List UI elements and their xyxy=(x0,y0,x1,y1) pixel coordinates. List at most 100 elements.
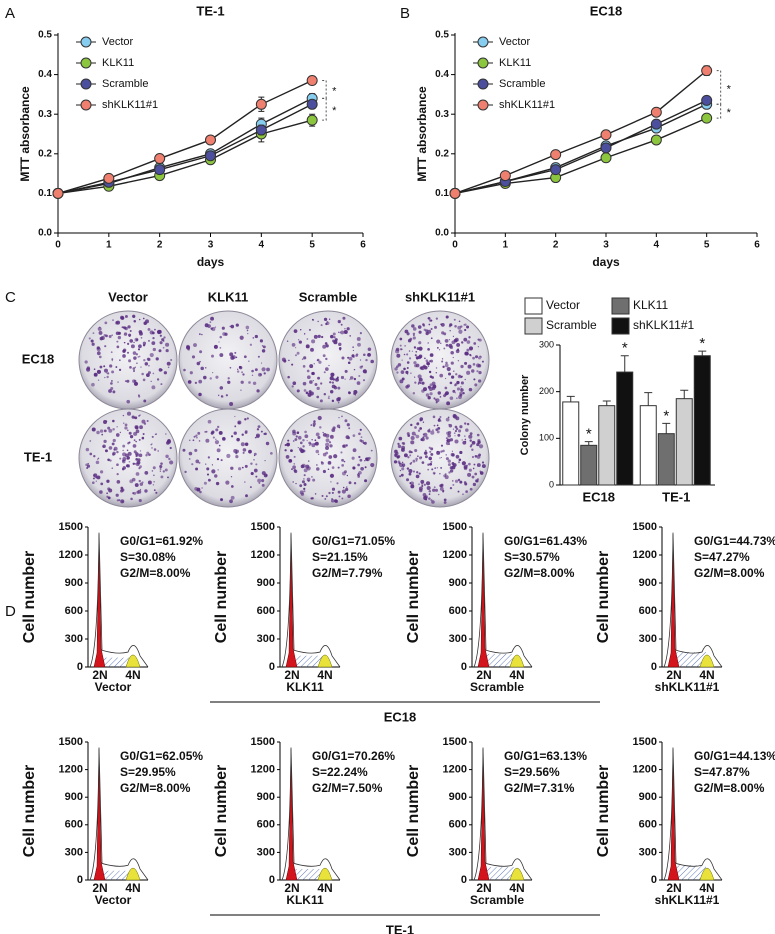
s-phase xyxy=(676,652,706,667)
x-tick-label: 2N xyxy=(92,881,107,895)
colony xyxy=(397,455,401,459)
colony xyxy=(248,449,252,454)
colony xyxy=(469,487,473,491)
colony xyxy=(142,341,147,345)
colony xyxy=(447,433,452,438)
colony xyxy=(356,337,361,341)
x-tick-label: 2N xyxy=(666,668,681,682)
colony xyxy=(397,444,402,449)
colony xyxy=(303,333,306,335)
colony xyxy=(296,389,300,393)
colony xyxy=(148,453,151,457)
colony xyxy=(320,382,323,385)
x-tick-label: 0 xyxy=(55,240,61,251)
y-tick-label: 100 xyxy=(539,433,554,443)
bar xyxy=(562,401,580,486)
colony xyxy=(328,441,332,444)
colony xyxy=(365,358,368,362)
bar xyxy=(616,371,634,486)
colony xyxy=(133,416,136,419)
colony xyxy=(337,386,341,390)
colony xyxy=(415,355,420,360)
colony xyxy=(455,427,459,431)
colony xyxy=(138,498,142,503)
colony xyxy=(325,445,330,450)
legend-label: Vector xyxy=(546,298,580,312)
colony xyxy=(103,429,107,433)
colony xyxy=(191,463,194,466)
colony xyxy=(471,455,475,459)
colony xyxy=(153,448,157,451)
colony xyxy=(209,321,212,323)
colony xyxy=(87,462,90,465)
colony xyxy=(447,416,450,419)
colony xyxy=(425,498,428,501)
colony xyxy=(112,453,115,456)
colony xyxy=(219,346,222,349)
colony xyxy=(331,381,334,384)
colony xyxy=(311,371,315,376)
colony xyxy=(309,380,313,384)
colony xyxy=(481,461,485,464)
colony xyxy=(205,438,210,443)
g2-peak xyxy=(509,867,525,881)
cell-cycle-stat: G2/M=8.00% xyxy=(120,566,191,580)
colony xyxy=(472,467,475,470)
colony xyxy=(363,353,366,357)
colony xyxy=(395,451,399,456)
colony xyxy=(364,466,367,469)
y-axis-label: Cell number xyxy=(595,551,612,643)
colony xyxy=(359,359,362,361)
colony xyxy=(426,481,431,486)
x-tick-label: 1 xyxy=(503,240,509,251)
colony xyxy=(138,355,141,358)
x-tick-label: 3 xyxy=(603,240,609,251)
colony xyxy=(260,430,263,433)
colony xyxy=(313,363,315,365)
colony xyxy=(464,328,467,332)
colony xyxy=(329,444,333,448)
colony xyxy=(473,463,476,466)
colony xyxy=(308,390,312,394)
colony xyxy=(398,462,401,465)
x-tick-label: 4N xyxy=(317,668,332,682)
colony xyxy=(466,348,470,352)
legend-marker xyxy=(80,36,92,48)
data-point xyxy=(205,150,216,162)
colony xyxy=(328,364,330,367)
colony xyxy=(366,459,369,462)
y-tick-label: 0.1 xyxy=(435,188,449,199)
colony xyxy=(353,482,357,485)
colony xyxy=(334,338,338,342)
y-axis-label: Cell number xyxy=(213,765,230,857)
colony xyxy=(204,323,209,328)
colony xyxy=(246,417,249,420)
colony xyxy=(322,354,326,358)
colony xyxy=(126,351,130,354)
colony xyxy=(359,458,363,462)
y-tick-label: 1200 xyxy=(59,764,83,776)
x-tick-label: 5 xyxy=(704,240,710,251)
colony xyxy=(454,429,458,433)
data-point xyxy=(650,106,662,118)
colony xyxy=(344,369,348,373)
colony xyxy=(151,385,156,390)
colony xyxy=(115,493,119,497)
y-tick-label: 300 xyxy=(65,633,83,645)
colony xyxy=(286,340,289,342)
colony xyxy=(115,366,118,368)
colony xyxy=(297,447,299,449)
colony xyxy=(458,320,461,323)
colony xyxy=(250,471,254,476)
colony xyxy=(370,449,373,452)
colony xyxy=(288,359,290,362)
colony xyxy=(415,457,418,461)
data-point xyxy=(306,98,318,110)
colony xyxy=(454,439,459,444)
colony xyxy=(122,452,127,457)
x-tick-label: 2N xyxy=(476,668,491,682)
colony xyxy=(219,386,224,390)
colony xyxy=(468,434,473,439)
colony xyxy=(292,481,294,483)
colony xyxy=(284,449,287,452)
